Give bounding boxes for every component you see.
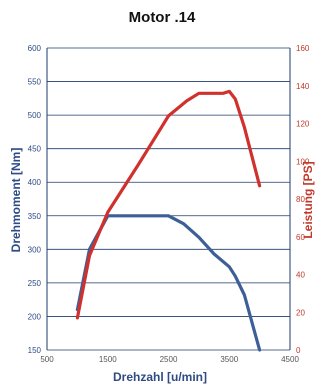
x-tick-label-4: 4500 [281,355,299,364]
y-left-tick-label-9: 600 [28,44,42,53]
y-left-tick-label-6: 450 [28,145,42,154]
x-tick-label-0: 500 [40,355,54,364]
grid-lines [46,47,291,351]
y-left-tick-label-1: 200 [28,312,42,321]
y-left-tick-label-8: 550 [28,78,42,87]
y-left-tick-label-4: 350 [28,212,42,221]
y-right-tick-label-8: 160 [296,44,310,53]
chart-title: Motor .14 [129,9,196,26]
x-tick-label-3: 3500 [220,355,238,364]
y-right-tick-label-7: 140 [296,82,310,91]
x-tick-label-1: 1500 [99,355,117,364]
y-axis-right-label: Leistung [PS] [301,161,315,238]
y-left-tick-label-5: 400 [28,178,42,187]
y-left-tick-label-7: 500 [28,111,42,120]
y-left-tick-label-3: 300 [28,245,42,254]
y-right-tick-label-4: 80 [296,195,305,204]
y-left-tick-label-0: 150 [28,346,42,355]
x-tick-label-2: 2500 [160,355,178,364]
y-right-tick-label-1: 20 [296,308,305,317]
series-lines [75,89,262,352]
tick-labels: 150 200 250 300 350 400 450 500 550 600 0 20 40 60 80 1… [28,44,310,364]
y-right-tick-label-0: 0 [296,346,301,355]
power-series-line [75,89,262,320]
y-right-tick-label-3: 60 [296,233,305,242]
y-right-tick-label-2: 40 [296,271,305,280]
y-left-tick-label-2: 250 [28,279,42,288]
x-axis-label: Drehzahl [u/min] [113,370,207,384]
y-right-tick-label-5: 100 [296,157,310,166]
y-axis-left-label: Drehmoment [Nm] [9,148,23,253]
y-right-tick-label-6: 120 [296,120,310,129]
